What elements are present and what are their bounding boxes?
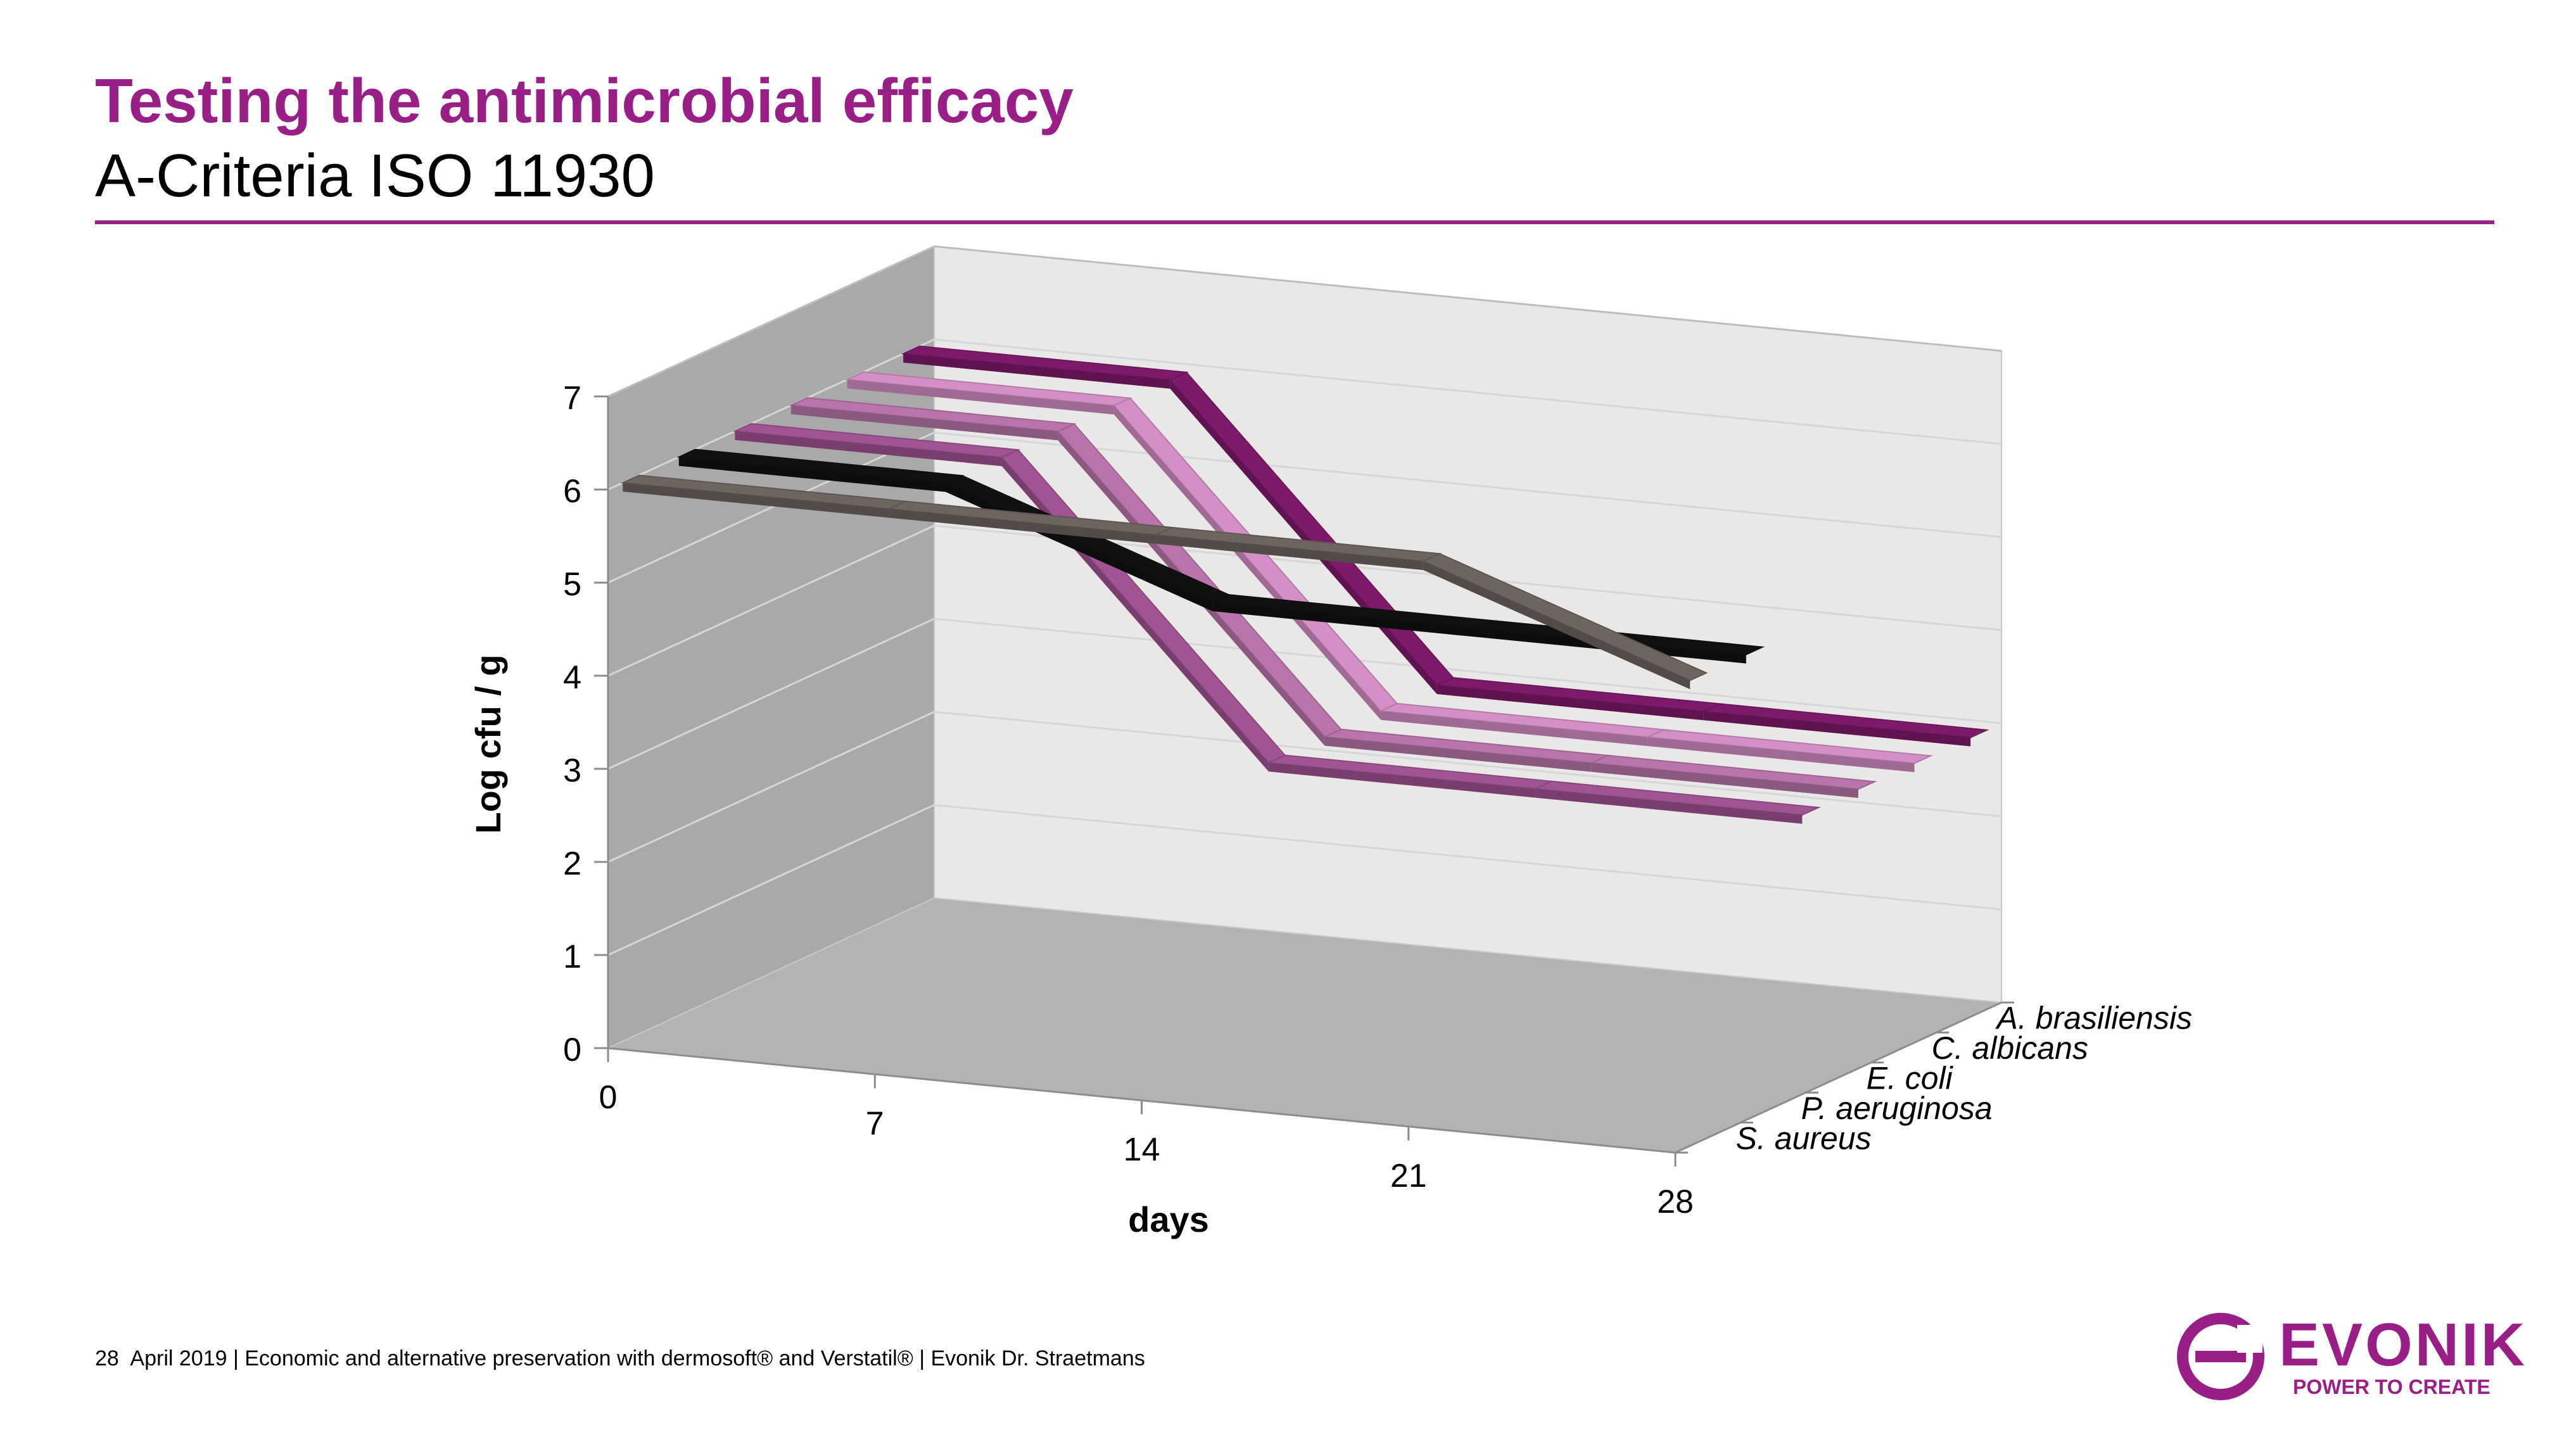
y-axis-title: Log cfu / g — [468, 654, 508, 833]
depth-axis-line — [1675, 1001, 2002, 1154]
series-segment-edge — [790, 405, 1058, 441]
series-segment-edge — [1268, 762, 1536, 798]
y-tick-label: 3 — [563, 752, 581, 789]
series-segment-edge — [903, 353, 1171, 389]
depth-series-label: S. aureus — [1736, 1120, 1872, 1156]
series-segment-edge — [1156, 535, 1423, 571]
y-tick-label: 0 — [563, 1032, 581, 1068]
chart-gridlines — [607, 245, 2002, 956]
series-segment — [1533, 780, 1821, 816]
series-segment-edge — [735, 431, 1002, 467]
x-tick-label: 28 — [1657, 1184, 1694, 1220]
depth-series-label: A. brasiliensis — [1995, 1001, 2192, 1036]
series-segment-edge — [1535, 788, 1803, 824]
series-segment-edge — [1591, 762, 1858, 798]
series-segment-edge — [1381, 711, 1648, 746]
title-divider — [95, 220, 2494, 224]
series-segment-edge — [889, 509, 1157, 544]
logo-tagline: POWER TO CREATE — [2293, 1376, 2490, 1398]
x-tick-label: 7 — [866, 1105, 884, 1142]
chart-axes — [594, 395, 2014, 1167]
series-segment-edge — [678, 457, 946, 492]
series-segment-edge — [1423, 561, 1691, 690]
gridline — [607, 338, 2002, 491]
depth-series-label: E. coli — [1867, 1061, 1954, 1096]
footer: 28 April 2019 | Economic and alternative… — [95, 1346, 1152, 1371]
series-ribbon — [844, 371, 1933, 773]
y-tick-label: 6 — [563, 473, 581, 510]
series-segment-edge — [847, 379, 1114, 415]
gridline — [607, 431, 2002, 584]
gridline — [607, 245, 2002, 398]
y-tick-label: 5 — [563, 566, 581, 603]
footer-page-number: 28 — [95, 1346, 119, 1370]
y-tick-label: 1 — [563, 939, 581, 975]
depth-series-label: P. aeruginosa — [1801, 1091, 1993, 1126]
x-tick-label: 0 — [599, 1079, 618, 1116]
x-tick-label: 14 — [1124, 1132, 1160, 1168]
y-tick-label: 4 — [563, 659, 581, 696]
gridline — [607, 804, 2002, 956]
gridline — [607, 711, 2002, 863]
series-segment-edge — [1647, 737, 1915, 773]
series-segment-edge — [1212, 602, 1480, 638]
gridline — [607, 524, 2002, 677]
series-segment-edge — [623, 483, 890, 518]
slide-subtitle: A-Criteria ISO 11930 — [95, 142, 655, 210]
evonik-logo: EVONIK POWER TO CREATE — [2173, 1311, 2525, 1406]
y-tick-label: 2 — [563, 845, 581, 882]
x-tick-label: 21 — [1390, 1158, 1427, 1194]
evonik-e-icon — [2177, 1313, 2264, 1400]
footer-text: April 2019 | Economic and alternative pr… — [130, 1346, 1145, 1370]
series-segment — [1645, 729, 1933, 764]
series-segment-edge — [1703, 711, 1971, 747]
chart-series — [620, 345, 1989, 824]
series-ribbon — [620, 474, 1708, 690]
logo-wordmark: EVONIK — [2279, 1311, 2528, 1379]
series-segment-edge — [1437, 685, 1704, 721]
depth-series-label: C. albicans — [1932, 1030, 2088, 1066]
slide-title: Testing the antimicrobial efficacy — [95, 66, 1074, 136]
series-segment-edge — [1114, 405, 1381, 720]
series-segment-edge — [1324, 737, 1592, 772]
x-axis-title: days — [1128, 1199, 1209, 1239]
y-tick-label: 7 — [563, 380, 581, 417]
gridline — [607, 617, 2002, 770]
